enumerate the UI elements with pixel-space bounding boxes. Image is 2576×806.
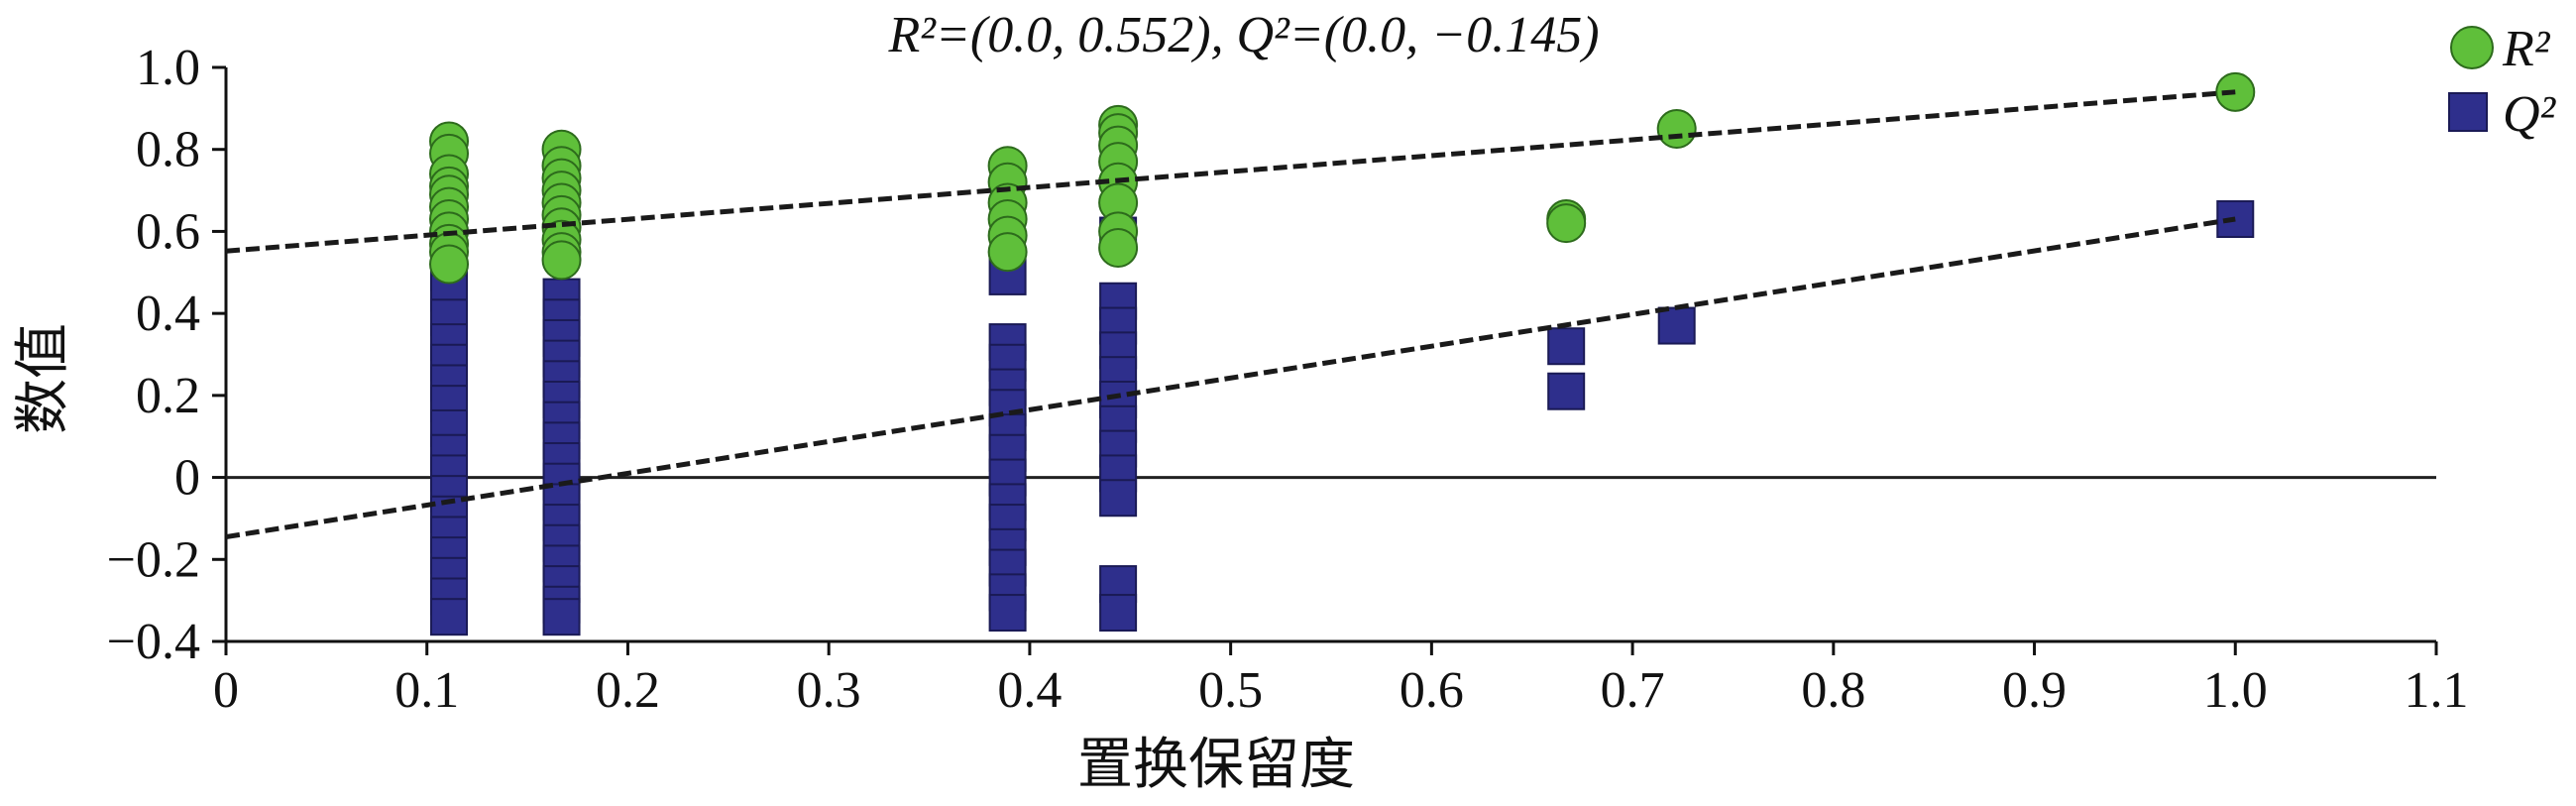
y-tick-label: 0.8 bbox=[136, 122, 200, 178]
r2-point bbox=[1656, 109, 1697, 150]
legend-q2-marker bbox=[2448, 92, 2488, 132]
r2-point bbox=[541, 240, 582, 281]
legend: R² Q² bbox=[2448, 21, 2557, 143]
q2-point bbox=[1099, 594, 1138, 633]
x-tick-label: 0.7 bbox=[1601, 662, 1665, 719]
q2-point bbox=[1547, 327, 1586, 366]
x-tick-label: 0.8 bbox=[1801, 662, 1865, 719]
r2-regression-line bbox=[225, 89, 2236, 254]
y-tick-label: 0.4 bbox=[136, 286, 200, 342]
y-tick-label: 0 bbox=[174, 450, 200, 507]
y-tick-label: −0.2 bbox=[107, 531, 200, 588]
x-tick-label: 1.1 bbox=[2405, 662, 2469, 719]
x-tick-label: 0.4 bbox=[997, 662, 1062, 719]
x-axis-title: 置换保留度 bbox=[1077, 735, 1355, 796]
y-tick-label: 1.0 bbox=[136, 40, 200, 96]
y-tick-label: −0.4 bbox=[107, 614, 200, 670]
x-tick-label: 0.1 bbox=[394, 662, 459, 719]
x-tick-label: 0.9 bbox=[2002, 662, 2067, 719]
q2-point bbox=[988, 594, 1027, 633]
r2-point bbox=[987, 232, 1028, 273]
legend-r2-marker bbox=[2450, 26, 2494, 69]
x-tick-label: 1.0 bbox=[2203, 662, 2268, 719]
chart-title: R²=(0.0, 0.552), Q²=(0.0, −0.145) bbox=[887, 7, 1599, 63]
y-tick-label: 0.2 bbox=[136, 368, 200, 424]
r2-point bbox=[429, 244, 470, 285]
r2-point bbox=[1546, 203, 1587, 244]
x-tick-label: 0.2 bbox=[596, 662, 660, 719]
q2-point bbox=[430, 598, 469, 636]
x-tick-label: 0 bbox=[213, 662, 239, 719]
y-axis-title: 数值 bbox=[13, 323, 74, 434]
q2-point bbox=[1547, 372, 1586, 410]
r2-point bbox=[1098, 227, 1139, 268]
y-tick-label: 0.6 bbox=[136, 203, 200, 260]
legend-r2-label: R² bbox=[2502, 21, 2551, 77]
q2-point bbox=[1657, 306, 1696, 345]
x-tick-label: 0.5 bbox=[1198, 662, 1263, 719]
q2-regression-line bbox=[225, 216, 2236, 540]
tick-labels: 1.00.80.60.40.20−0.2−0.40 0.1 0.2 0.3 0.4 0.5… bbox=[107, 40, 2469, 719]
x-tick-label: 0.6 bbox=[1400, 662, 1464, 719]
legend-q2-label: Q² bbox=[2503, 86, 2557, 143]
x-tick-label: 0.3 bbox=[797, 662, 861, 719]
regression-lines bbox=[225, 89, 2236, 540]
axes bbox=[224, 67, 2436, 643]
data-points bbox=[429, 71, 2256, 636]
q2-point bbox=[542, 598, 581, 636]
q2-point bbox=[1099, 479, 1138, 518]
